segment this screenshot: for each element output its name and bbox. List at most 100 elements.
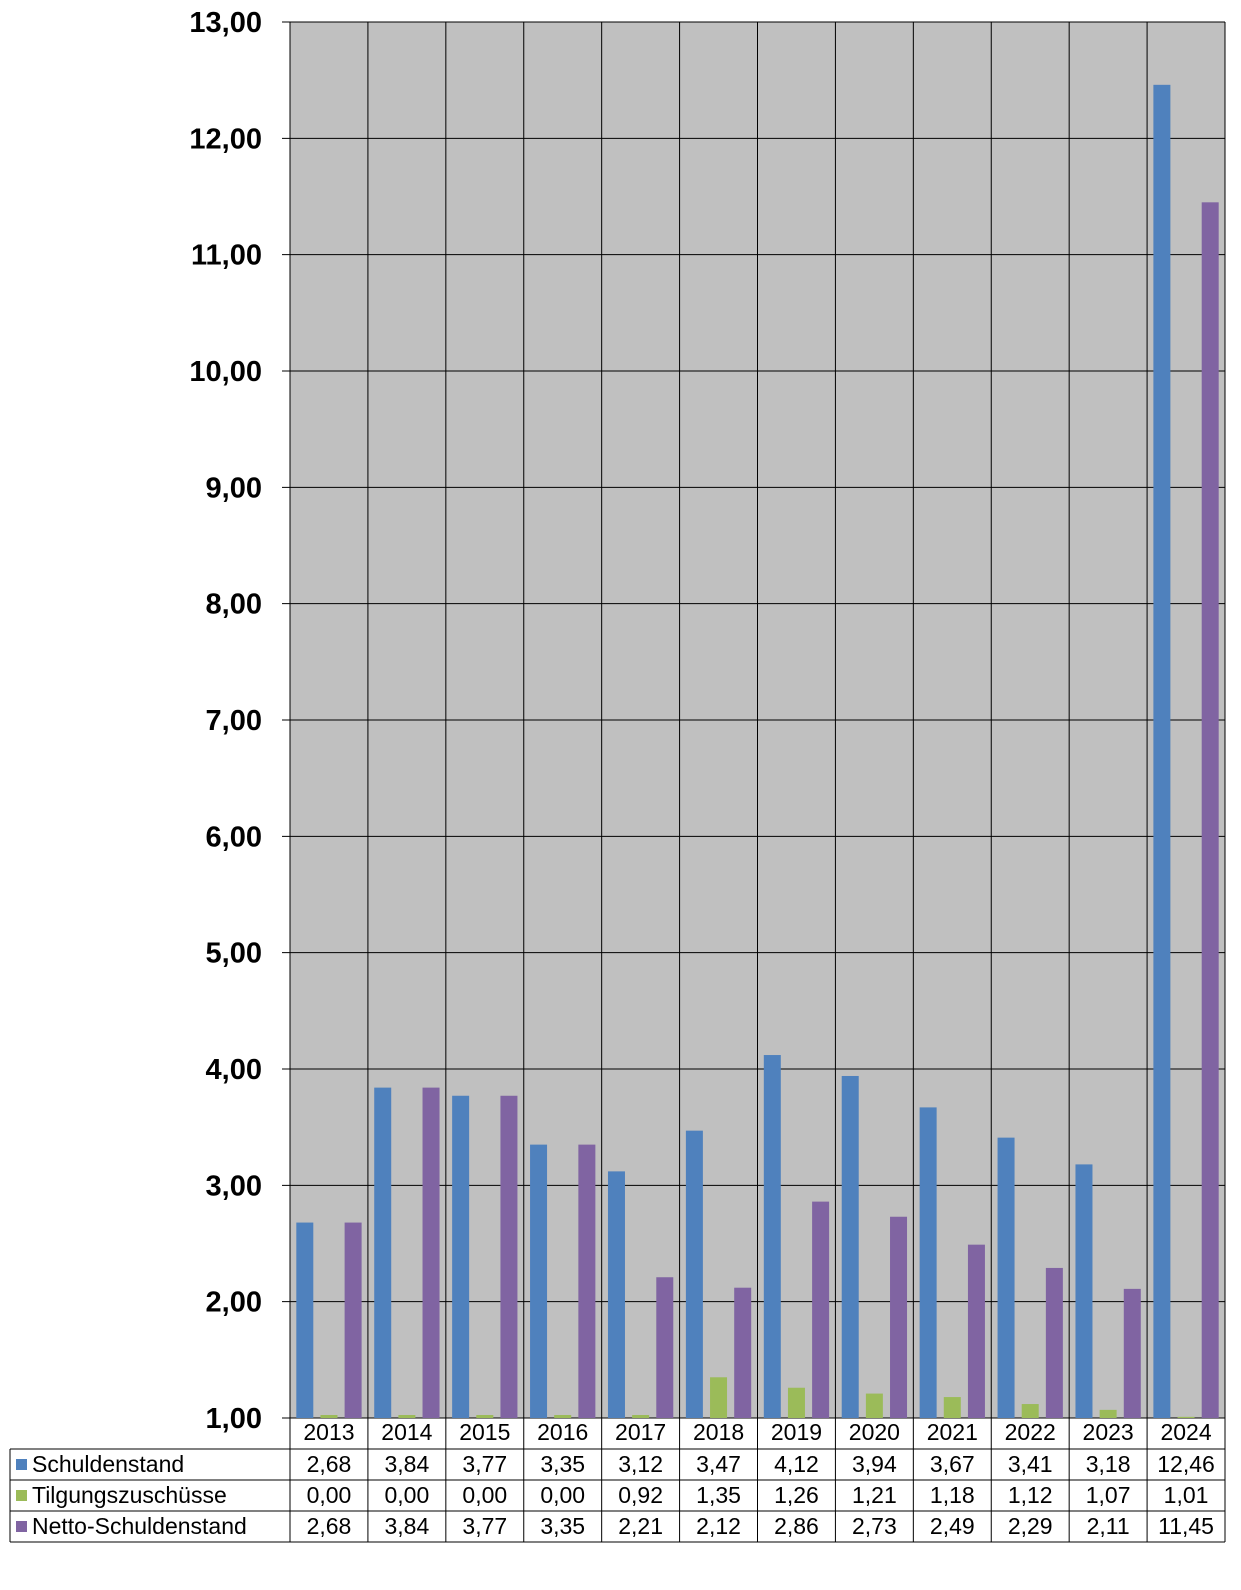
- bar-netto-schuldenstand: [656, 1277, 674, 1418]
- data-label: 2,73: [852, 1513, 897, 1539]
- bar-netto-schuldenstand: [812, 1201, 830, 1418]
- data-label: 0,92: [618, 1482, 663, 1508]
- category-label: 2019: [771, 1419, 822, 1445]
- y-tick-label: 3,00: [206, 1170, 262, 1202]
- bar-tilgungszuschüsse: [787, 1387, 805, 1418]
- data-label: 1,07: [1086, 1482, 1131, 1508]
- bar-netto-schuldenstand: [422, 1087, 440, 1418]
- y-tick-label: 13,00: [189, 7, 262, 39]
- category-label: 2018: [693, 1419, 744, 1445]
- y-tick-label: 6,00: [206, 821, 262, 853]
- data-label: 3,18: [1086, 1451, 1131, 1477]
- bar-netto-schuldenstand: [578, 1144, 596, 1418]
- category-label: 2015: [459, 1419, 510, 1445]
- bar-netto-schuldenstand: [890, 1216, 908, 1418]
- bar-schuldenstand: [841, 1075, 859, 1418]
- data-label: 2,11: [1087, 1513, 1130, 1539]
- y-tick-label: 8,00: [206, 589, 262, 621]
- data-label: 2,68: [307, 1451, 352, 1477]
- category-label: 2013: [303, 1419, 354, 1445]
- bar-netto-schuldenstand: [1123, 1288, 1141, 1418]
- bar-schuldenstand: [1075, 1164, 1093, 1418]
- bar-tilgungszuschüsse: [1021, 1404, 1039, 1418]
- data-label: 1,18: [930, 1482, 975, 1508]
- category-label: 2024: [1160, 1419, 1211, 1445]
- legend-label: Tilgungszuschüsse: [32, 1482, 227, 1508]
- data-label: 3,35: [540, 1513, 585, 1539]
- data-label: 0,00: [384, 1482, 429, 1508]
- data-label: 1,12: [1008, 1482, 1053, 1508]
- category-label: 2016: [537, 1419, 588, 1445]
- bar-schuldenstand: [919, 1107, 937, 1418]
- bar-tilgungszuschüsse: [554, 1415, 572, 1418]
- data-label: 3,84: [384, 1513, 429, 1539]
- legend-key-netto-schuldenstand: [16, 1521, 27, 1532]
- data-label: 2,68: [307, 1513, 352, 1539]
- y-tick-label: 9,00: [206, 472, 262, 504]
- data-label: 1,21: [852, 1482, 897, 1508]
- data-label: 3,12: [618, 1451, 663, 1477]
- bar-netto-schuldenstand: [1045, 1267, 1063, 1418]
- data-label: 12,46: [1157, 1451, 1215, 1477]
- bar-schuldenstand: [763, 1055, 781, 1418]
- data-label: 2,29: [1008, 1513, 1053, 1539]
- data-label: 0,00: [540, 1482, 585, 1508]
- data-label: 3,35: [540, 1451, 585, 1477]
- bar-netto-schuldenstand: [344, 1222, 362, 1418]
- category-label: 2023: [1083, 1419, 1134, 1445]
- category-label: 2021: [927, 1419, 978, 1445]
- data-label: 0,00: [307, 1482, 352, 1508]
- bar-tilgungszuschüsse: [398, 1415, 416, 1418]
- data-label: 3,67: [930, 1451, 975, 1477]
- data-label: 0,00: [462, 1482, 507, 1508]
- y-tick-label: 4,00: [206, 1054, 262, 1086]
- bar-schuldenstand: [530, 1144, 548, 1418]
- bar-tilgungszuschüsse: [1099, 1409, 1117, 1418]
- bar-tilgungszuschüsse: [710, 1377, 728, 1418]
- category-label: 2020: [849, 1419, 900, 1445]
- bar-netto-schuldenstand: [734, 1287, 752, 1418]
- data-label: 2,49: [930, 1513, 975, 1539]
- data-label: 2,12: [696, 1513, 741, 1539]
- bar-tilgungszuschüsse: [865, 1393, 883, 1418]
- bar-schuldenstand: [997, 1137, 1015, 1418]
- data-label: 11,45: [1158, 1513, 1214, 1539]
- bar-tilgungszuschüsse: [943, 1397, 961, 1418]
- data-label: 3,77: [462, 1451, 507, 1477]
- legend-key-schuldenstand: [16, 1459, 27, 1470]
- bar-schuldenstand: [296, 1222, 314, 1418]
- data-label: 1,01: [1164, 1482, 1209, 1508]
- data-label: 4,12: [774, 1451, 819, 1477]
- y-tick-label: 1,00: [206, 1403, 262, 1435]
- y-tick-label: 10,00: [189, 356, 262, 388]
- bar-schuldenstand: [685, 1130, 703, 1418]
- category-label: 2022: [1005, 1419, 1056, 1445]
- bar-tilgungszuschüsse: [476, 1415, 494, 1418]
- data-label: 1,26: [774, 1482, 819, 1508]
- bar-tilgungszuschüsse: [632, 1415, 650, 1418]
- bar-netto-schuldenstand: [500, 1095, 518, 1418]
- bar-schuldenstand: [374, 1087, 392, 1418]
- data-label: 2,86: [774, 1513, 819, 1539]
- category-label: 2017: [615, 1419, 666, 1445]
- bar-schuldenstand: [607, 1171, 625, 1418]
- y-tick-label: 2,00: [206, 1287, 262, 1319]
- data-label: 1,35: [696, 1482, 741, 1508]
- y-tick-label: 11,00: [191, 240, 262, 272]
- bar-netto-schuldenstand: [967, 1244, 985, 1418]
- bar-tilgungszuschüsse: [1177, 1416, 1195, 1418]
- bar-netto-schuldenstand: [1201, 202, 1219, 1419]
- data-label: 3,94: [852, 1451, 897, 1477]
- bar-schuldenstand: [1153, 84, 1171, 1419]
- legend-key-tilgungszuschüsse: [16, 1490, 27, 1501]
- legend-label: Netto-Schuldenstand: [32, 1513, 247, 1539]
- y-tick-label: 7,00: [206, 705, 262, 737]
- bar-schuldenstand: [452, 1095, 470, 1418]
- data-label: 3,77: [462, 1513, 507, 1539]
- data-label: 3,41: [1008, 1451, 1053, 1477]
- data-label: 3,84: [384, 1451, 429, 1477]
- legend-label: Schuldenstand: [32, 1451, 184, 1477]
- category-label: 2014: [381, 1419, 432, 1445]
